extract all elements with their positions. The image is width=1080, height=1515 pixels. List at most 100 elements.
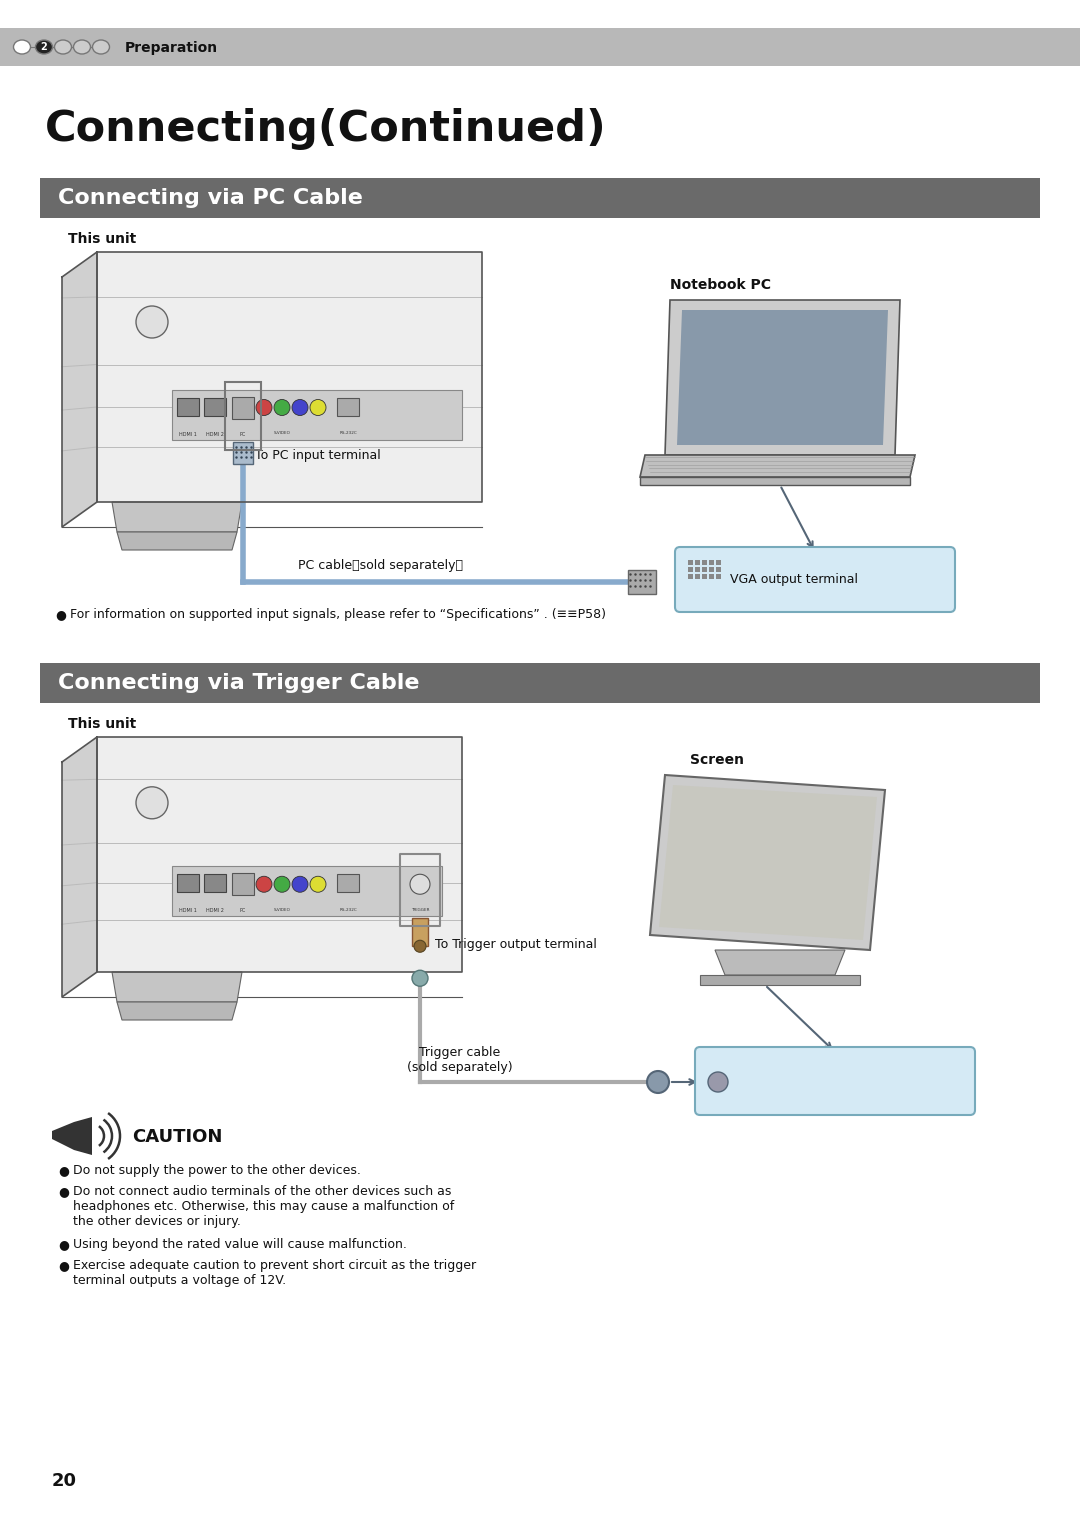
Bar <box>688 567 693 573</box>
Bar <box>172 389 462 439</box>
Polygon shape <box>700 976 860 985</box>
Text: ●: ● <box>58 1259 69 1273</box>
Text: ●: ● <box>58 1164 69 1177</box>
Bar <box>177 874 199 892</box>
Polygon shape <box>640 454 915 477</box>
Polygon shape <box>62 736 97 997</box>
Text: To Trigger output terminal: To Trigger output terminal <box>435 938 597 951</box>
Bar <box>232 397 254 418</box>
Polygon shape <box>97 736 462 973</box>
Bar <box>708 567 714 573</box>
Bar <box>696 567 700 573</box>
Bar <box>40 664 1040 703</box>
Text: PC cable（sold separately）: PC cable（sold separately） <box>297 559 462 573</box>
Bar <box>411 918 428 947</box>
Text: Exercise adequate caution to prevent short circuit as the trigger
terminal outpu: Exercise adequate caution to prevent sho… <box>73 1259 476 1288</box>
Text: This unit: This unit <box>68 717 136 732</box>
Text: PC: PC <box>240 432 246 436</box>
Bar <box>708 561 714 565</box>
Bar <box>337 874 359 892</box>
Bar <box>627 570 656 594</box>
Bar <box>177 397 199 415</box>
Bar <box>716 574 721 579</box>
Text: Connecting via Trigger Cable: Connecting via Trigger Cable <box>58 673 419 692</box>
Text: Connecting via PC Cable: Connecting via PC Cable <box>58 188 363 208</box>
Polygon shape <box>659 785 877 939</box>
Text: ●: ● <box>58 1185 69 1198</box>
Bar <box>400 854 440 926</box>
Text: Do not connect audio terminals of the other devices such as
headphones etc. Othe: Do not connect audio terminals of the ot… <box>73 1185 455 1229</box>
Polygon shape <box>677 311 888 445</box>
FancyBboxPatch shape <box>696 1047 975 1115</box>
Text: S-VIDEO: S-VIDEO <box>273 909 291 912</box>
Text: Connecting(Continued): Connecting(Continued) <box>45 108 607 150</box>
Polygon shape <box>665 300 900 454</box>
Polygon shape <box>62 251 97 527</box>
Circle shape <box>292 876 308 892</box>
Polygon shape <box>117 1001 237 1020</box>
Polygon shape <box>52 1123 75 1150</box>
Polygon shape <box>715 950 845 976</box>
Text: To PC input terminal: To PC input terminal <box>255 450 381 462</box>
Bar <box>716 561 721 565</box>
Bar <box>696 574 700 579</box>
Circle shape <box>310 876 326 892</box>
Polygon shape <box>97 251 482 501</box>
Bar <box>337 397 359 415</box>
Ellipse shape <box>36 39 53 55</box>
Bar <box>708 574 714 579</box>
Polygon shape <box>112 501 242 532</box>
Text: Notebook PC: Notebook PC <box>670 277 771 292</box>
Text: RS-232C: RS-232C <box>339 432 356 435</box>
Bar <box>232 873 254 895</box>
Text: This unit: This unit <box>68 232 136 245</box>
FancyBboxPatch shape <box>675 547 955 612</box>
Circle shape <box>708 1073 728 1092</box>
Text: 20: 20 <box>52 1473 77 1489</box>
Polygon shape <box>112 973 242 1001</box>
Bar <box>233 441 253 464</box>
Text: Trigger input terminal
(Φ3.5): Trigger input terminal (Φ3.5) <box>735 1068 870 1095</box>
Ellipse shape <box>93 39 109 55</box>
Text: HDMI 1: HDMI 1 <box>179 909 197 914</box>
Text: PC: PC <box>240 909 246 914</box>
Bar <box>204 397 226 415</box>
Polygon shape <box>75 1117 92 1154</box>
Text: HDMI 2: HDMI 2 <box>206 432 224 436</box>
Polygon shape <box>650 776 885 950</box>
Bar <box>0 27 1080 67</box>
Bar <box>225 382 261 450</box>
Text: ●: ● <box>58 1238 69 1251</box>
Bar <box>688 574 693 579</box>
Ellipse shape <box>13 39 30 55</box>
Bar <box>716 567 721 573</box>
Circle shape <box>274 400 291 415</box>
Polygon shape <box>640 477 910 485</box>
Polygon shape <box>117 532 237 550</box>
Circle shape <box>647 1071 669 1092</box>
Bar <box>696 561 700 565</box>
Text: RS-232C: RS-232C <box>339 909 356 912</box>
Circle shape <box>410 874 430 894</box>
Text: HDMI 2: HDMI 2 <box>206 909 224 914</box>
Circle shape <box>136 786 168 818</box>
Circle shape <box>256 400 272 415</box>
Circle shape <box>274 876 291 892</box>
Text: Do not supply the power to the other devices.: Do not supply the power to the other dev… <box>73 1164 361 1177</box>
Text: TRIGGER: TRIGGER <box>410 909 429 912</box>
Circle shape <box>292 400 308 415</box>
Bar <box>702 574 707 579</box>
Bar <box>702 567 707 573</box>
Text: VGA output terminal: VGA output terminal <box>730 573 858 586</box>
Text: Preparation: Preparation <box>125 41 218 55</box>
Circle shape <box>414 941 426 953</box>
Text: For information on supported input signals, please refer to “Specifications” . (: For information on supported input signa… <box>70 608 606 621</box>
Text: S-VIDEO: S-VIDEO <box>273 432 291 435</box>
Text: ●: ● <box>55 608 66 621</box>
Bar <box>40 177 1040 218</box>
Bar <box>702 561 707 565</box>
Ellipse shape <box>73 39 91 55</box>
Ellipse shape <box>54 39 71 55</box>
Circle shape <box>256 876 272 892</box>
Circle shape <box>310 400 326 415</box>
